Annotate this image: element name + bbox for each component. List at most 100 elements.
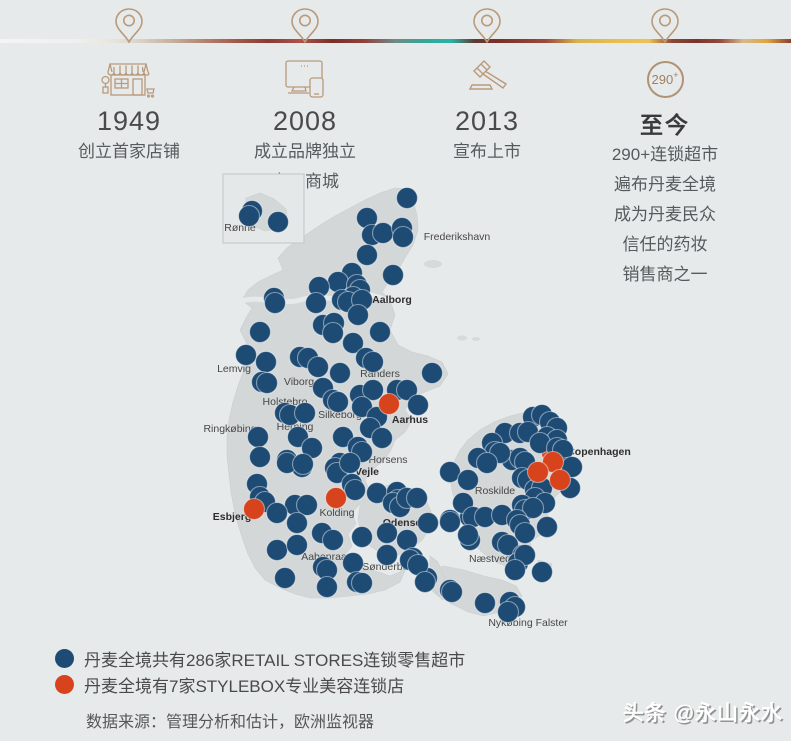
location-pin-icon	[473, 8, 501, 44]
city-label-aarhus: Aarhus	[392, 414, 428, 426]
retail-store-dot	[406, 393, 430, 417]
retail-store-dot	[237, 204, 261, 228]
city-label-kolding: Kolding	[319, 507, 354, 519]
retail-store-dot	[315, 575, 339, 599]
retail-store-dot	[413, 570, 437, 594]
retail-store-dot	[326, 390, 350, 414]
stylebox-store-dot	[324, 486, 348, 510]
retail-store-dot	[300, 436, 324, 460]
retail-store-dot	[265, 538, 289, 562]
retail-store-dot	[355, 243, 379, 267]
retail-store-dot	[420, 361, 444, 385]
retail-store-dot	[265, 501, 289, 525]
ecommerce-icon	[285, 60, 324, 98]
city-label-frederikshavn: Frederikshavn	[424, 231, 491, 243]
laeso-island	[424, 260, 442, 268]
city-label-roskilde: Roskilde	[475, 485, 515, 497]
retail-store-dot	[371, 221, 395, 245]
retail-store-dot	[473, 591, 497, 615]
retail-store-dot	[350, 525, 374, 549]
anholt-island	[457, 335, 467, 341]
retail-store-dot	[496, 600, 520, 624]
retail-store-dot	[343, 478, 367, 502]
retail-store-dot	[381, 263, 405, 287]
retail-store-dot	[234, 343, 258, 367]
retail-store-dot	[395, 186, 419, 210]
gavel-icon	[468, 60, 508, 90]
stylebox-store-dot	[526, 460, 550, 484]
retail-store-dot	[370, 426, 394, 450]
retail-store-dot	[391, 225, 415, 249]
retail-store-dot	[535, 515, 559, 539]
city-label-esbjerg: Esbjerg	[213, 511, 252, 523]
photo-strip	[0, 39, 791, 43]
legend-label: 丹麦全境有7家STYLEBOX专业美容连锁店	[84, 676, 405, 696]
retail-store-dot	[368, 320, 392, 344]
badge-290-icon: 290 +	[646, 61, 684, 98]
retail-store-dot	[530, 560, 554, 584]
legend: 丹麦全境共有286家RETAIL STORES连锁零售超市 丹麦全境有7家STY…	[55, 645, 465, 697]
retail-store-dot	[293, 401, 317, 425]
retail-store-dot	[513, 521, 537, 545]
retail-store-dot	[255, 371, 279, 395]
legend-label: 丹麦全境共有286家RETAIL STORES连锁零售超市	[84, 650, 466, 670]
city-label-vejle: Vejle	[355, 466, 379, 478]
retail-store-dot	[416, 511, 440, 535]
retail-store-dot	[346, 303, 370, 327]
timeline-year: 2008	[272, 106, 338, 136]
timeline-desc: 成立品牌独立	[254, 142, 356, 161]
data-source-note: 数据来源：管理分析和估计，欧洲监视器	[86, 714, 375, 731]
retail-store-dot	[254, 350, 278, 374]
red-dot-icon	[55, 674, 74, 694]
badge-count: 290	[651, 72, 674, 87]
retail-store-dot	[248, 445, 272, 469]
city-label-aalborg: Aalborg	[372, 294, 412, 306]
legend-item-stylebox: 丹麦全境有7家STYLEBOX专业美容连锁店	[55, 671, 465, 697]
location-pin-icon	[115, 8, 143, 44]
retail-store-dot	[266, 210, 290, 234]
retail-store-dot	[341, 551, 365, 575]
retail-store-dot	[331, 425, 355, 449]
timeline-item-now: 290 + 至今 290+连锁超市 遍布丹麦全境 成为丹麦民众 信任的药妆 销售商…	[585, 58, 745, 290]
retail-store-dot	[285, 511, 309, 535]
retail-store-dot	[338, 451, 362, 475]
timeline-item-2013: 2013 宣布上市	[412, 56, 562, 167]
retail-store-dot	[263, 291, 287, 315]
city-label-silkeborg: Silkeborg	[318, 409, 362, 421]
islet	[472, 337, 480, 341]
stylebox-store-dot	[548, 468, 572, 492]
city-label-holstebro: Holstebro	[263, 396, 308, 408]
retail-store-dot	[328, 361, 352, 385]
stylebox-store-dot	[242, 497, 266, 521]
retail-store-dot	[273, 566, 297, 590]
retail-store-dot	[350, 571, 374, 595]
stylebox-store-dot	[377, 392, 401, 416]
timeline-year: 2013	[454, 106, 520, 136]
retail-store-dot	[405, 486, 429, 510]
timeline-desc: 成为丹麦民众	[614, 205, 716, 224]
retail-store-dot	[513, 543, 537, 567]
retail-store-dot	[361, 350, 385, 374]
retail-store-dot	[475, 451, 499, 475]
timeline-desc: 信任的药妆	[622, 235, 708, 254]
retail-store-dot	[438, 460, 462, 484]
storefront-icon	[101, 63, 155, 98]
timeline-desc: 销售商之一	[622, 265, 708, 284]
retail-store-dot	[304, 291, 328, 315]
timeline-desc: 创立首家店铺	[78, 142, 180, 161]
retail-store-dot	[456, 523, 480, 547]
city-labels-layer: RønneFrederikshavnAalborgLemvigViborgRan…	[203, 222, 630, 629]
retail-store-dot	[285, 533, 309, 557]
retail-store-dot	[246, 425, 270, 449]
timeline-desc: 290+连锁超市	[611, 145, 719, 164]
retail-store-dot	[375, 543, 399, 567]
location-pin-icon	[291, 8, 319, 44]
badge-plus: +	[673, 69, 679, 80]
timeline-item-1949: 1949 创立首家店铺	[49, 56, 209, 167]
legend-item-retail: 丹麦全境共有286家RETAIL STORES连锁零售超市	[55, 645, 465, 671]
retail-store-dot	[341, 331, 365, 355]
retail-store-dot	[521, 496, 545, 520]
retail-store-dot	[440, 580, 464, 604]
city-label-lemvig: Lemvig	[217, 363, 251, 375]
